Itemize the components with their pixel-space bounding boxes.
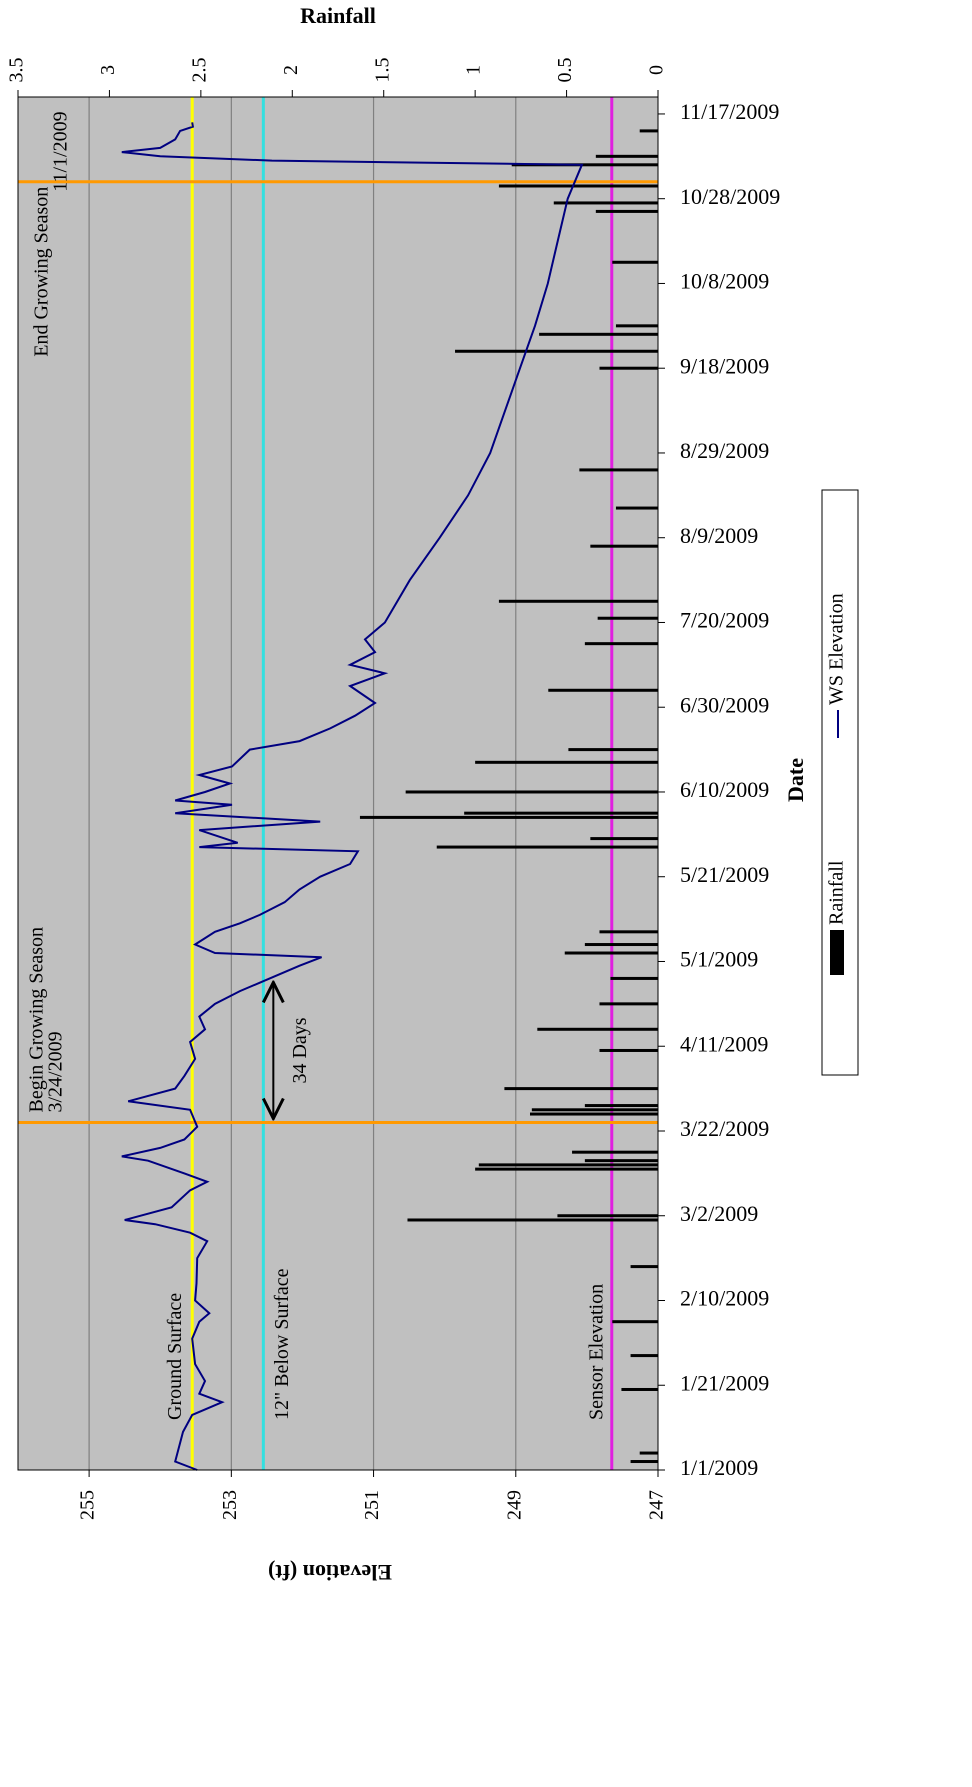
rain-bar (584, 1159, 658, 1163)
rain-bar (539, 332, 658, 336)
rain-bar (455, 349, 658, 353)
rain-bar (639, 1451, 658, 1455)
rain-bar (498, 184, 658, 188)
x-axis-title: Date (783, 758, 808, 802)
reference-label: Ground Surface (164, 1293, 186, 1420)
x-tick-label: 8/29/2009 (680, 438, 769, 463)
rain-bar (595, 154, 658, 158)
rain-bar (464, 811, 658, 815)
plot-border (17, 96, 659, 1471)
legend-box (821, 489, 859, 1076)
rain-bar (597, 616, 658, 620)
y-tick-label: 255 (77, 1490, 99, 1520)
x-tick-label: 10/8/2009 (680, 269, 769, 294)
rain-bar (405, 790, 658, 794)
rain-bar (630, 1354, 658, 1358)
reference-label: 12" Below Surface (271, 1268, 293, 1420)
rain-bar (590, 544, 658, 548)
plot-area (18, 97, 658, 1470)
rain-bar (615, 324, 658, 328)
date-line-label: Begin Growing Season (26, 927, 48, 1113)
y2-tick-label: 0 (646, 65, 668, 75)
y2-tick-label: 2.5 (188, 58, 210, 83)
rain-bar (498, 599, 658, 603)
x-tick-label: 1/1/2009 (680, 1455, 758, 1480)
rain-bar (595, 209, 658, 213)
rain-bar (359, 815, 658, 819)
rain-bar (612, 1320, 658, 1324)
ws-line (121, 122, 584, 1471)
rain-bar (436, 845, 658, 849)
y-tick-label: 249 (503, 1490, 525, 1520)
rain-bar (599, 930, 658, 934)
rain-bar (599, 1048, 658, 1052)
legend-swatch (830, 930, 844, 975)
rain-bar (557, 1214, 658, 1218)
y-axis-title: Elevation (ft) (268, 1560, 392, 1585)
rain-bar (568, 748, 658, 752)
rain-bar (475, 760, 658, 764)
x-tick-label: 9/18/2009 (680, 353, 769, 378)
x-tick-label: 5/21/2009 (680, 862, 769, 887)
y2-tick-label: 1 (463, 65, 485, 75)
rain-bar (530, 1112, 658, 1116)
x-tick-label: 3/22/2009 (680, 1116, 769, 1141)
rain-bar (511, 163, 658, 167)
rain-bar (612, 260, 658, 264)
rain-bar (630, 1265, 658, 1269)
rain-bar (548, 688, 658, 692)
rain-bar (615, 506, 658, 510)
x-tick-label: 11/17/2009 (680, 99, 779, 124)
date-line-label: 11/1/2009 (50, 111, 72, 191)
rain-bar (537, 1027, 658, 1031)
span-label: 34 Days (289, 1017, 311, 1083)
rain-bar (579, 468, 658, 472)
x-tick-label: 6/10/2009 (680, 777, 769, 802)
x-tick-label: 1/21/2009 (680, 1370, 769, 1395)
x-tick-label: 8/9/2009 (680, 523, 758, 548)
y-tick-label: 251 (361, 1490, 383, 1520)
rain-bar (584, 642, 658, 646)
y2-tick-label: 1.5 (371, 58, 393, 83)
rain-bar (475, 1167, 658, 1171)
x-tick-label: 6/30/2009 (680, 692, 769, 717)
y-tick-label: 253 (219, 1490, 241, 1520)
y2-tick-label: 2 (280, 65, 302, 75)
y2-tick-label: 3 (97, 65, 119, 75)
rain-bar (564, 951, 658, 955)
x-tick-label: 5/1/2009 (680, 947, 758, 972)
rain-bar (553, 201, 658, 205)
rain-bar (407, 1218, 658, 1222)
reference-label: Sensor Elevation (585, 1284, 607, 1420)
date-line-label: 3/24/2009 (45, 1031, 67, 1112)
rain-bar (639, 129, 658, 133)
y2-tick-label: 3.5 (6, 58, 28, 83)
rain-bar (584, 943, 658, 947)
legend-label: WS Elevation (826, 593, 848, 705)
rain-bar (478, 1163, 658, 1167)
y-tick-label: 247 (646, 1490, 668, 1520)
x-tick-label: 7/20/2009 (680, 608, 769, 633)
date-line-label: End Growing Season (31, 187, 53, 357)
rain-bar (599, 366, 658, 370)
y2-tick-label: 0.5 (554, 58, 576, 83)
x-tick-label: 3/2/2009 (680, 1201, 758, 1226)
chart-title: Rainfall (300, 3, 376, 28)
rain-bar (584, 1104, 658, 1108)
legend-label: Rainfall (826, 860, 848, 925)
rain-bar (531, 1108, 658, 1112)
x-tick-label: 4/11/2009 (680, 1031, 768, 1056)
rain-bar (599, 1002, 658, 1006)
rain-bar (610, 976, 658, 980)
rain-bar (572, 1150, 658, 1154)
rain-bar (504, 1087, 658, 1091)
x-tick-label: 2/10/2009 (680, 1286, 769, 1311)
x-tick-label: 10/28/2009 (680, 184, 780, 209)
rain-bar (630, 1460, 658, 1464)
rain-bar (621, 1387, 658, 1391)
rain-bar (590, 837, 658, 841)
